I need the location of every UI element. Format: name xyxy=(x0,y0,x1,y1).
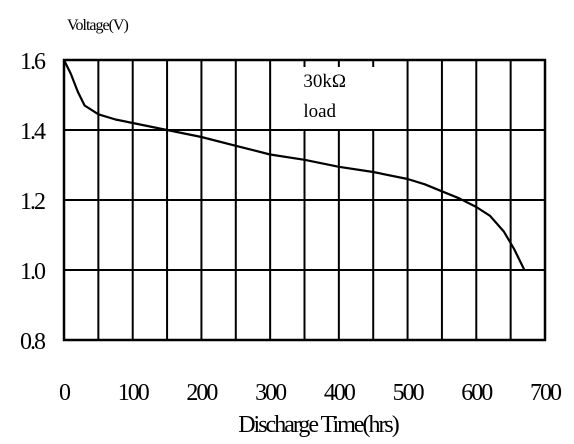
x-axis-label: Discharge Time(hrs) xyxy=(238,412,399,438)
x-tick-label: 100 xyxy=(118,380,150,406)
annotation-line-1: 30kΩ xyxy=(303,71,346,92)
x-tick-label: 300 xyxy=(255,380,287,406)
annotation-line-2: load xyxy=(303,101,336,122)
plot-border xyxy=(62,58,547,342)
x-tick-label: 400 xyxy=(324,380,356,406)
y-tick-label: 1.6 xyxy=(20,49,46,75)
x-tick-label: 700 xyxy=(530,380,562,406)
x-tick-label: 200 xyxy=(186,380,218,406)
y-tick-label: 0.8 xyxy=(20,329,46,355)
annotation-background xyxy=(297,67,376,129)
y-axis-label: Voltage(V) xyxy=(67,17,128,34)
plot-frame xyxy=(62,58,547,342)
x-tick-label: 500 xyxy=(393,380,425,406)
grid xyxy=(63,59,546,341)
y-tick-label: 1.0 xyxy=(20,259,46,285)
discharge-curve xyxy=(63,59,526,271)
x-axis-ticks: 0 100 200 300 400 500 600 700 xyxy=(59,380,564,406)
y-tick-label: 1.2 xyxy=(20,189,45,215)
y-tick-label: 1.4 xyxy=(20,119,46,145)
x-tick-label: 0 xyxy=(59,380,71,406)
x-tick-label: 600 xyxy=(461,380,493,406)
y-axis-ticks: 0.8 1.0 1.2 1.4 1.6 xyxy=(20,49,48,355)
